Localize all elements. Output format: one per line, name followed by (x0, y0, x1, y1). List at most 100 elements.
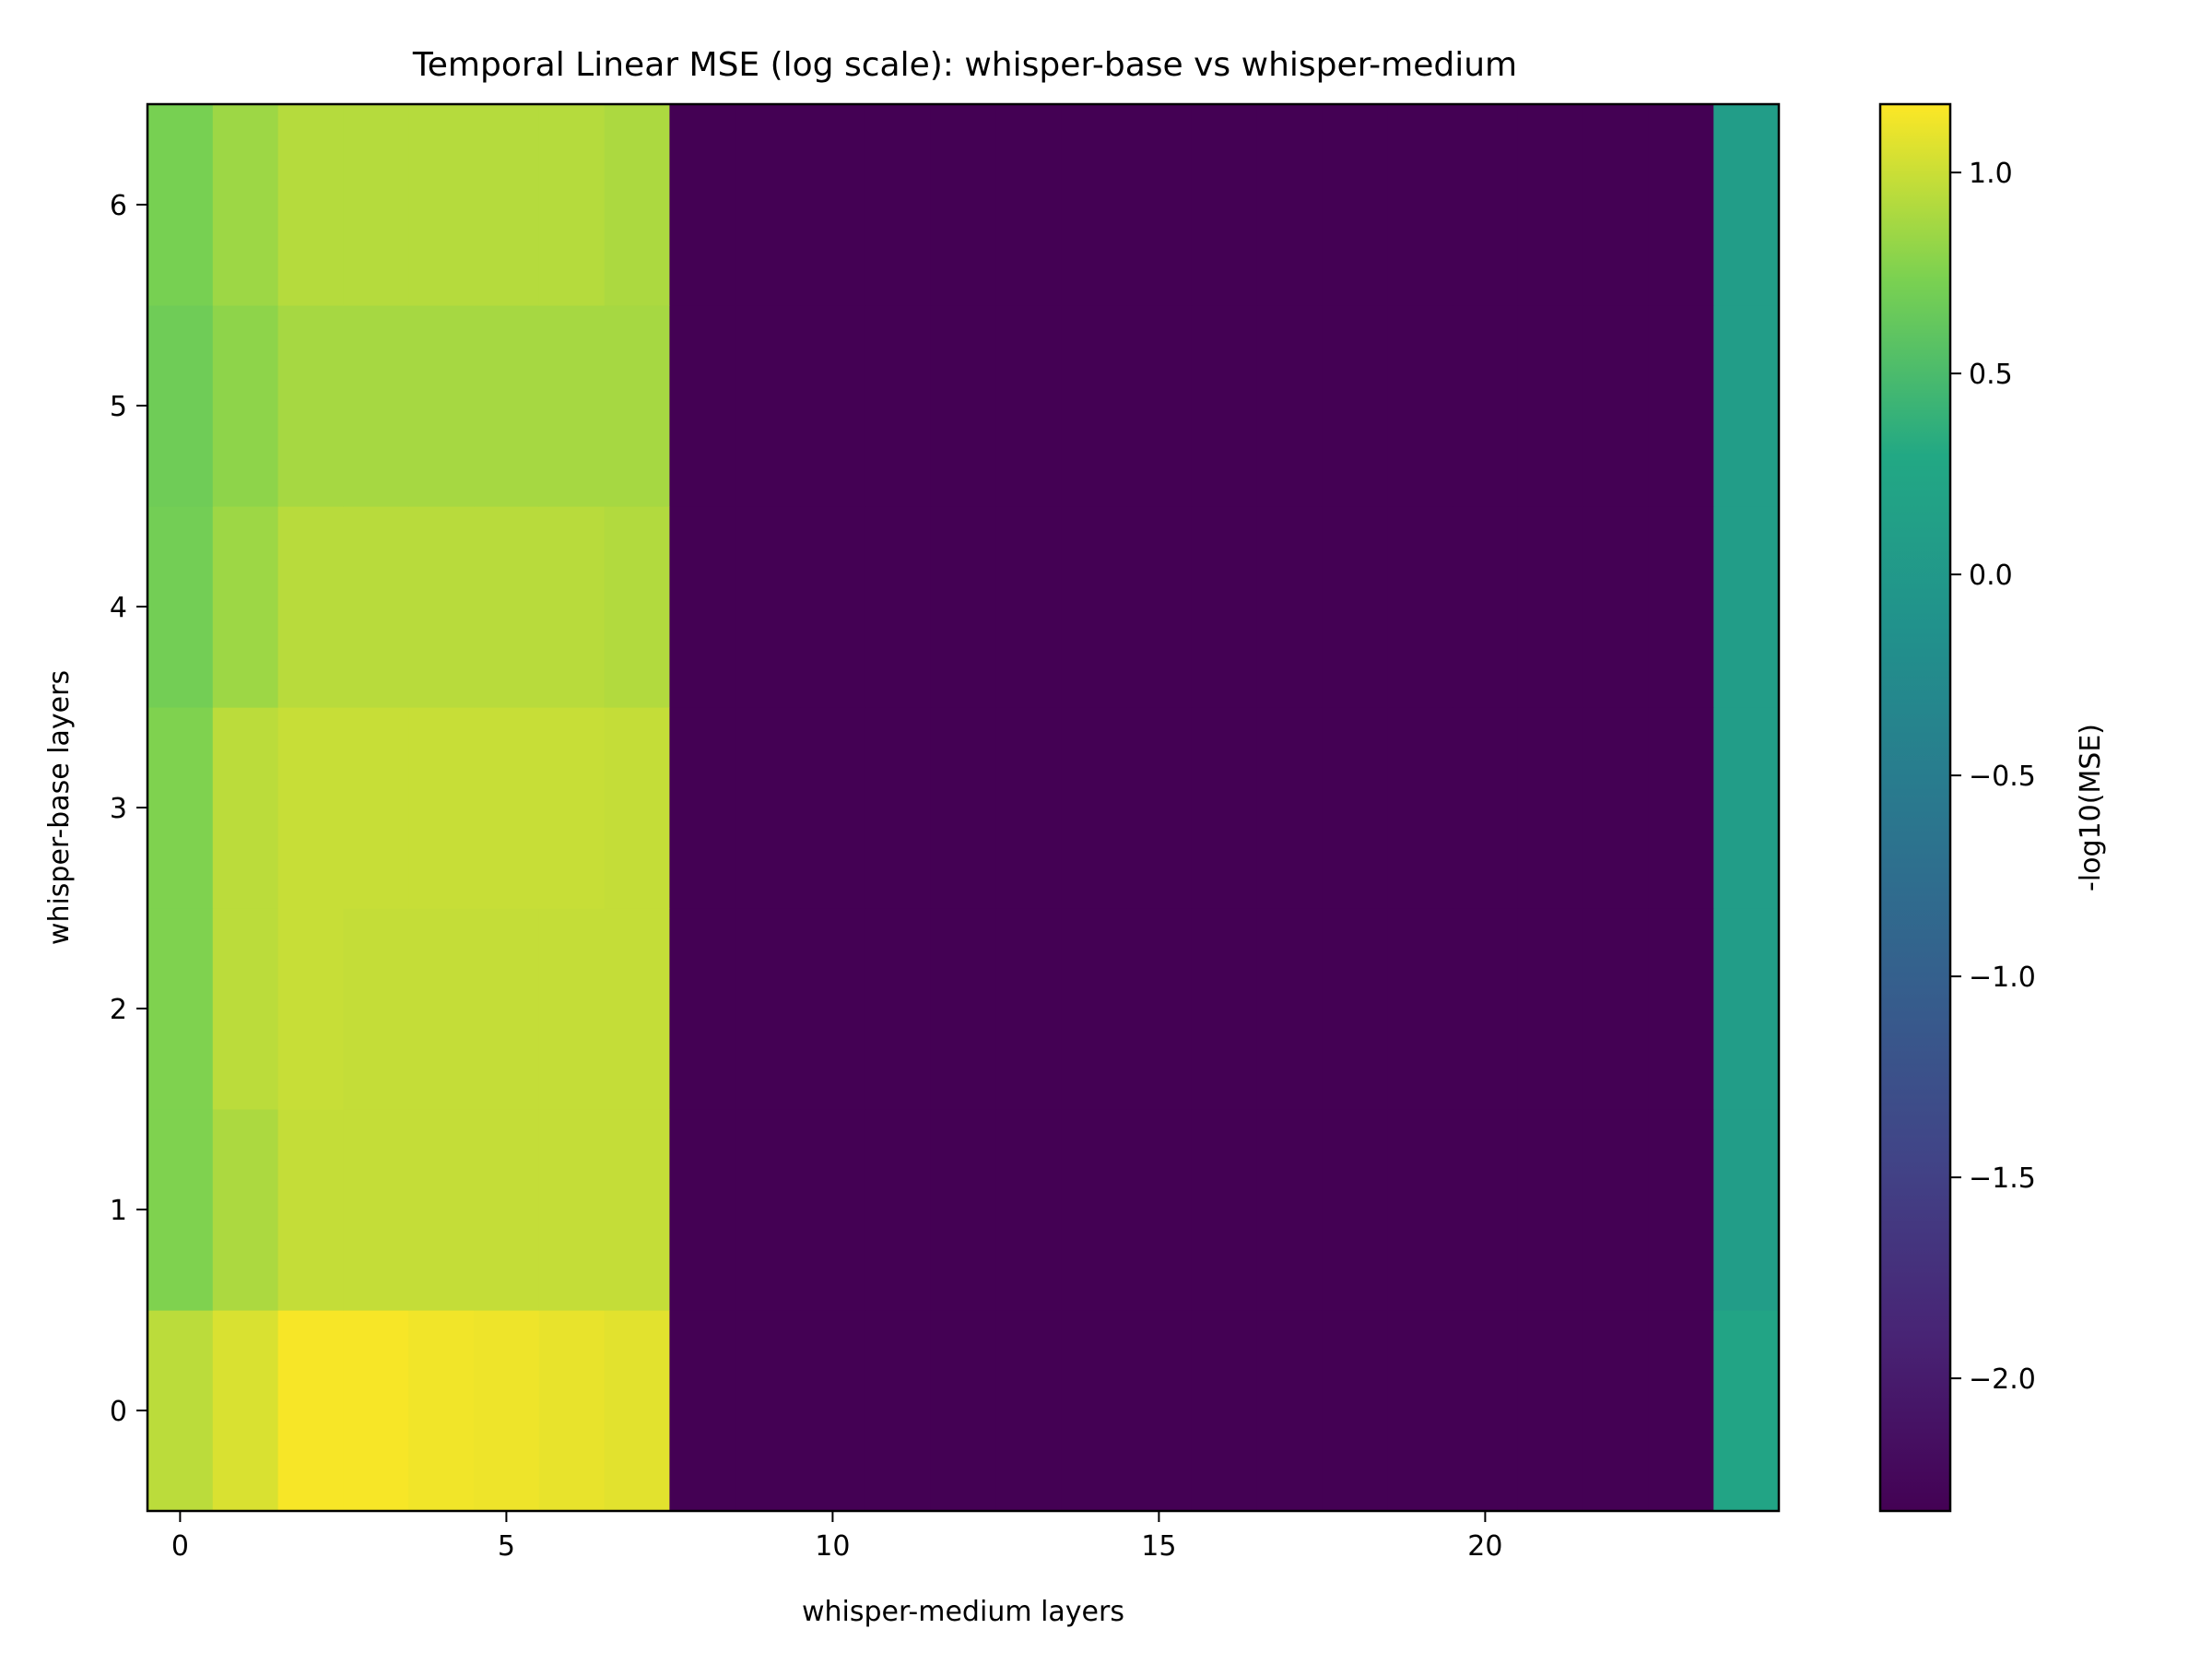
heatmap-cell (1517, 1310, 1584, 1512)
heatmap-cell (1061, 908, 1127, 1110)
heatmap-cell (1387, 305, 1453, 507)
heatmap-cell (1191, 506, 1258, 708)
y-tick-label: 6 (110, 190, 127, 222)
heatmap-cell (995, 1109, 1062, 1311)
x-axis: 0 5 10 15 20 (171, 1511, 1502, 1563)
heatmap-cell (865, 908, 932, 1110)
heatmap-cell (1713, 1109, 1780, 1311)
heatmap-cell (1126, 506, 1193, 708)
heatmap-cell (735, 104, 801, 306)
heatmap-cell (474, 1310, 540, 1512)
heatmap-cell (995, 707, 1062, 909)
colorbar-axis: 1.0 0.5 0.0 −0.5 −1.0 −1.5 −2.0 (1950, 158, 2036, 1396)
colorbar-tick-label: −1.5 (1969, 1162, 2036, 1195)
heatmap-cell (1713, 908, 1780, 1110)
heatmap-cell (1322, 1109, 1388, 1311)
heatmap-cell (538, 506, 606, 708)
heatmap-cell (277, 305, 344, 507)
heatmap-cell (1191, 1109, 1258, 1311)
heatmap-cell (1713, 506, 1780, 708)
heatmap-cell (277, 1109, 344, 1311)
heatmap-cell (1256, 506, 1323, 708)
heatmap-cell (1061, 104, 1127, 306)
colorbar-tick-label: 0.0 (1969, 560, 2013, 592)
heatmap-cell (1648, 908, 1714, 1110)
heatmap-cell (1648, 1310, 1714, 1512)
colorbar (1880, 104, 1950, 1511)
heatmap-cell (212, 104, 279, 306)
heatmap-cell (343, 1310, 409, 1512)
heatmap-cell (1583, 1310, 1649, 1512)
heatmap-cell (474, 908, 540, 1110)
heatmap-cell (1191, 1310, 1258, 1512)
heatmap-cell (865, 506, 932, 708)
heatmap-cell (800, 506, 866, 708)
heatmap-cell (604, 104, 670, 306)
heatmap-cell (930, 104, 996, 306)
heatmap-cell (212, 707, 279, 909)
heatmap-cell (538, 908, 606, 1110)
heatmap-cell (735, 1310, 801, 1512)
heatmap-cell (735, 707, 801, 909)
x-axis-label: whisper-medium layers (802, 1596, 1124, 1628)
heatmap-cell (408, 908, 475, 1110)
heatmap-cell (212, 1109, 279, 1311)
heatmap-cell (538, 707, 606, 909)
heatmap-cell (1387, 908, 1453, 1110)
heatmap-cell (800, 1310, 866, 1512)
heatmap-cell (277, 1310, 344, 1512)
heatmap-cell (800, 305, 866, 507)
heatmap-cell (1191, 908, 1258, 1110)
heatmap-cell (735, 1109, 801, 1311)
heatmap-cell (212, 305, 279, 507)
heatmap-cell (1387, 1310, 1453, 1512)
heatmap-cell (669, 305, 735, 507)
heatmap-cell (1648, 305, 1714, 507)
heatmap-cell (343, 104, 409, 306)
heatmap-cell (1583, 506, 1649, 708)
heatmap-cell (735, 908, 801, 1110)
heatmap-cell (1061, 707, 1127, 909)
heatmap-cell (1322, 104, 1388, 306)
colorbar-tick-label: 1.0 (1969, 158, 2013, 190)
heatmap-cell (1191, 707, 1258, 909)
heatmap-cell (1256, 908, 1323, 1110)
heatmap-cell (1256, 1310, 1323, 1512)
heatmap-cell (604, 707, 670, 909)
heatmap-cell (735, 506, 801, 708)
heatmap-cell (1453, 1109, 1519, 1311)
y-tick-label: 3 (110, 793, 127, 825)
heatmap-cell (1713, 1310, 1780, 1512)
heatmap-cell (604, 506, 670, 708)
heatmap-cell (474, 104, 540, 306)
heatmap-cell (212, 908, 279, 1110)
heatmap-cell (1387, 506, 1453, 708)
heatmap-cell (1648, 506, 1714, 708)
y-tick-label: 2 (110, 994, 127, 1026)
heatmap-cell (408, 1310, 475, 1512)
heatmap-cell (995, 1310, 1062, 1512)
heatmap-cell (1126, 1310, 1193, 1512)
heatmap-cell (1453, 908, 1519, 1110)
colorbar-tick-label: −2.0 (1969, 1363, 2036, 1396)
heatmap-cell (1322, 305, 1388, 507)
heatmap-cell (1387, 707, 1453, 909)
heatmap-cell (1126, 1109, 1193, 1311)
heatmap-cell (1713, 104, 1780, 306)
heatmap-cell (474, 1109, 540, 1311)
heatmap-cell (408, 506, 475, 708)
heatmap-cell (1517, 506, 1584, 708)
heatmap-cell (1191, 104, 1258, 306)
heatmap-cell (538, 305, 606, 507)
heatmap-cell (1322, 1310, 1388, 1512)
heatmap-cell (1648, 104, 1714, 306)
heatmap-cell (995, 908, 1062, 1110)
heatmap-cell (1453, 305, 1519, 507)
heatmap-cell (1061, 506, 1127, 708)
y-tick-label: 5 (110, 391, 127, 423)
heatmap-cell (669, 707, 735, 909)
heatmap-cell (1126, 104, 1193, 306)
heatmap-cell (408, 305, 475, 507)
